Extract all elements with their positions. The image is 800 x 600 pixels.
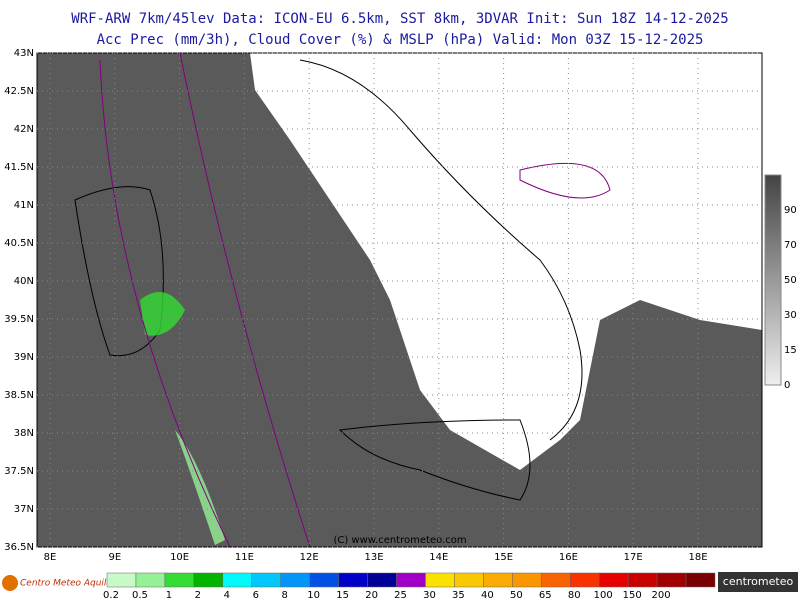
precip-scale-box [425, 572, 455, 588]
lon-label: 17E [624, 552, 643, 563]
lon-label: 11E [235, 552, 254, 563]
precip-scale-label: 1 [166, 590, 172, 600]
precip-scale-box [309, 572, 339, 588]
clear-sky-area [250, 53, 762, 470]
precip-scale-label: 2 [195, 590, 201, 600]
precip-scale-box [135, 572, 166, 588]
cloud-scale-bar [764, 174, 782, 386]
precip-scale-label: 15 [336, 590, 349, 600]
lon-label: 12E [300, 552, 319, 563]
precip-scale-label: 35 [452, 590, 465, 600]
credit: (C) www.centrometeo.com [333, 535, 466, 546]
right-logo-box [718, 572, 798, 592]
lat-label: 39N [14, 352, 34, 363]
lat-label: 37N [14, 504, 34, 515]
lon-label: 13E [364, 552, 383, 563]
precip-scale-label: 10 [307, 590, 320, 600]
cloud-scale-label: 70 [784, 240, 797, 251]
cloud-scale-label: 50 [784, 275, 797, 286]
precip-scale-box [483, 572, 513, 588]
lat-label: 42N [14, 124, 34, 135]
lon-label: 10E [170, 552, 189, 563]
precip-scale-box [512, 572, 542, 588]
precip-scale-label: 50 [510, 590, 523, 600]
precip-area [175, 430, 225, 545]
precip-scale-label: 0.2 [103, 590, 119, 600]
precip-scale-box [627, 572, 658, 588]
lat-label: 39.5N [4, 314, 34, 325]
lat-label: 40.5N [4, 238, 34, 249]
lat-label: 41N [14, 200, 34, 211]
lon-label: 15E [494, 552, 513, 563]
precip-scale-box [164, 572, 195, 588]
precip-scale-box [251, 572, 281, 588]
lat-label: 36.5N [4, 542, 34, 553]
precip-scale-box [106, 572, 137, 588]
cloud-scale-label: 30 [784, 310, 797, 321]
cloud-scale-label: 90 [784, 205, 797, 216]
precip-scale-box [685, 572, 716, 588]
precip-scale-box [367, 572, 397, 588]
precip-scale-box [569, 572, 600, 588]
right-logo: centrometeo [723, 575, 794, 588]
lat-label: 38.5N [4, 390, 34, 401]
precip-scale-label: 65 [539, 590, 552, 600]
map-area [37, 53, 762, 547]
lat-label: 38N [14, 428, 34, 439]
lat-label: 37.5N [4, 466, 34, 477]
isobar [99, 53, 611, 547]
precip-area [140, 292, 185, 336]
lon-label: 18E [688, 552, 707, 563]
precip-scale-box [656, 572, 687, 588]
precip-scale-label: 6 [253, 590, 259, 600]
precip-scale-label: 4 [224, 590, 230, 600]
precip-scale-box [454, 572, 484, 588]
lat-label: 41.5N [4, 162, 34, 173]
precip-scale-label: 25 [394, 590, 407, 600]
lon-label: 8E [44, 552, 57, 563]
precip-scale-label: 150 [623, 590, 642, 600]
lat-label: 40N [14, 276, 34, 287]
precip-scale-box [280, 572, 310, 588]
precip-scale-box [338, 572, 368, 588]
lon-label: 9E [108, 552, 121, 563]
precip-scale-box [598, 572, 629, 588]
header-line1: WRF-ARW 7km/45lev Data: ICON-EU 6.5km, S… [71, 11, 728, 27]
precip-scale-label: 0.5 [132, 590, 148, 600]
precip-scale-label: 30 [423, 590, 436, 600]
left-logo-box [2, 570, 102, 596]
precip-scale-box [541, 572, 571, 588]
precip-scale-label: 200 [652, 590, 671, 600]
cloud-scale-label: 15 [784, 345, 797, 356]
left-logo-icon [2, 575, 18, 591]
precip-scale-box [396, 572, 426, 588]
precip-scale-label: 40 [481, 590, 494, 600]
precip-scale-label: 100 [594, 590, 613, 600]
cloud-scale-label: 0 [784, 380, 790, 391]
precip-scale-box [222, 572, 253, 588]
left-logo: Centro Meteo Aquila [20, 579, 112, 589]
lon-label: 16E [559, 552, 578, 563]
lat-label: 43N [14, 48, 34, 59]
precip-scale-label: 8 [282, 590, 288, 600]
lon-label: 14E [429, 552, 448, 563]
header-line2: Acc Prec (mm/3h), Cloud Cover (%) & MSLP… [97, 32, 704, 48]
map-frame [36, 52, 763, 548]
coastline [299, 59, 583, 441]
sicily-outline [338, 419, 531, 501]
precip-scale-label: 80 [568, 590, 581, 600]
precip-scale-label: 20 [365, 590, 378, 600]
lat-label: 42.5N [4, 86, 34, 97]
precip-scale-box [193, 572, 224, 588]
